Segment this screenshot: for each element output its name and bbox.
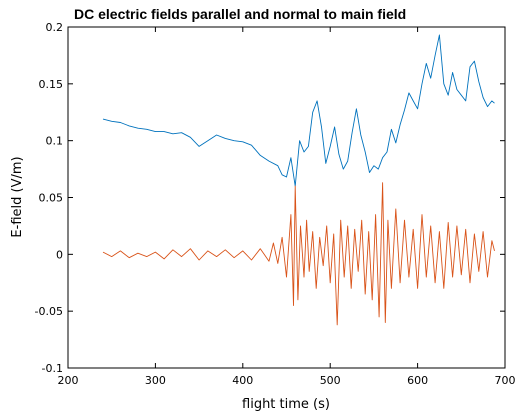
y-tick-label: 0.15 <box>39 78 64 91</box>
y-tick-label: -0.05 <box>35 305 63 318</box>
y-tick-label: 0.2 <box>46 21 64 34</box>
y-tick-label: 0.1 <box>46 135 64 148</box>
x-tick-label: 200 <box>58 374 79 387</box>
x-tick-label: 300 <box>145 374 166 387</box>
plot-frame <box>67 26 506 369</box>
y-tick-label: 0.05 <box>39 192 64 205</box>
x-axis-label: flight time (s) <box>242 397 330 412</box>
x-tick-label: 400 <box>232 374 253 387</box>
series-line-1 <box>102 34 495 187</box>
x-axis: 200 300 400 500 600 700 <box>58 27 516 387</box>
series-layer <box>102 34 495 326</box>
y-tick-label: -0.1 <box>42 362 63 375</box>
y-axis-label: E-field (V/m) <box>10 156 25 237</box>
chart-title: DC electric fields parallel and normal t… <box>74 6 406 22</box>
x-tick-label: 600 <box>407 374 428 387</box>
y-tick-label: 0 <box>56 248 63 261</box>
series-line-2 <box>102 182 495 326</box>
x-tick-label: 700 <box>495 374 516 387</box>
y-axis: -0.1 -0.05 0 0.05 0.1 0.15 0.2 <box>35 21 505 375</box>
x-tick-label: 500 <box>320 374 341 387</box>
